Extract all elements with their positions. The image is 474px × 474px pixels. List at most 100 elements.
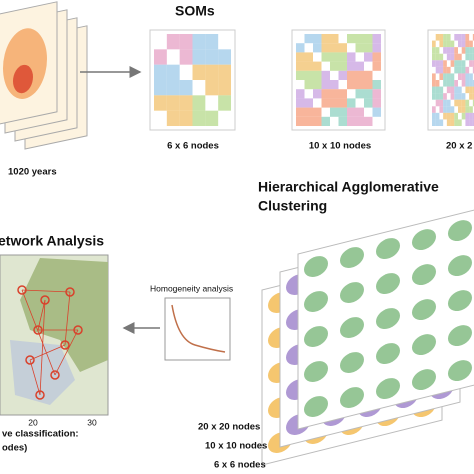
som-cell xyxy=(296,89,305,99)
som-cell xyxy=(338,89,347,99)
som-cell xyxy=(355,43,364,53)
edge xyxy=(29,344,66,361)
som-cell xyxy=(432,93,436,100)
som-cell xyxy=(364,70,373,80)
som-cell xyxy=(296,61,305,71)
som-cell xyxy=(454,119,458,126)
som-cell xyxy=(435,112,440,120)
node xyxy=(17,285,27,295)
curve xyxy=(171,304,226,353)
som-cell xyxy=(435,60,440,67)
edge xyxy=(21,289,71,293)
som-cell xyxy=(450,80,455,87)
cluster-map xyxy=(376,238,400,259)
som-cell xyxy=(372,43,381,53)
som-cell xyxy=(321,34,330,44)
som-cell xyxy=(179,80,193,96)
som-cell xyxy=(450,73,455,80)
som-cell xyxy=(469,119,473,126)
som-cell xyxy=(364,43,373,53)
som-cell xyxy=(465,47,470,54)
som-cell xyxy=(372,107,381,117)
som-cell xyxy=(461,40,466,48)
som-cell xyxy=(372,52,381,62)
soms-title: SOMs xyxy=(175,3,215,19)
som-cell xyxy=(458,119,462,126)
caption: 1020 years xyxy=(8,167,57,178)
som-cell xyxy=(446,73,451,80)
som-cell xyxy=(458,99,462,107)
node xyxy=(40,295,50,305)
som-cell xyxy=(330,80,339,90)
node xyxy=(65,287,75,297)
som-cell xyxy=(154,49,167,65)
som-cell xyxy=(347,34,356,44)
som-cell xyxy=(469,86,473,94)
som-cell xyxy=(443,34,447,41)
cluster-map xyxy=(340,247,364,268)
som-cell xyxy=(446,106,451,113)
som-cell xyxy=(472,47,474,54)
map-sheet xyxy=(0,1,58,126)
clustering-title: Hierarchical Agglomerative xyxy=(258,179,439,195)
som-cell xyxy=(458,66,462,74)
som-cell xyxy=(446,53,451,61)
som-cell xyxy=(205,64,219,80)
node xyxy=(73,325,83,335)
som-cell xyxy=(355,89,364,99)
som-cell xyxy=(218,49,231,65)
som-cell xyxy=(321,52,330,62)
som-cell xyxy=(435,47,440,54)
cluster-label: 20 x 20 nodes xyxy=(198,422,260,433)
som-cell xyxy=(218,95,231,111)
som-cell xyxy=(461,99,466,107)
som-cell xyxy=(338,43,347,53)
som-cell xyxy=(439,60,444,67)
som-cell xyxy=(458,86,462,94)
cluster-map xyxy=(412,369,436,391)
som-cell xyxy=(192,95,206,111)
node xyxy=(35,390,45,400)
cluster-map xyxy=(376,343,400,364)
som-cell xyxy=(465,40,470,48)
som-cell xyxy=(321,116,330,126)
node xyxy=(50,370,60,380)
node xyxy=(33,325,43,335)
som-cell xyxy=(458,106,462,113)
som-cell xyxy=(465,34,470,41)
som-cell xyxy=(372,89,381,99)
som-cell xyxy=(218,80,231,96)
som-cell xyxy=(192,49,206,65)
som-cell xyxy=(450,112,455,120)
som-cell xyxy=(472,34,474,41)
cluster-map xyxy=(340,387,364,408)
som-cell xyxy=(205,34,219,50)
cluster-map xyxy=(304,361,328,382)
som-label: 10 x 10 nodes xyxy=(309,141,371,152)
som-cell xyxy=(313,80,322,90)
som-cell xyxy=(205,80,219,96)
heat xyxy=(13,64,33,94)
som-cell xyxy=(330,98,339,108)
som-cell xyxy=(454,80,458,87)
som-cell xyxy=(435,53,440,61)
som-cell xyxy=(330,89,339,99)
som-cell xyxy=(446,99,451,107)
som-cell xyxy=(296,116,305,126)
som-cell xyxy=(446,66,451,74)
som-cell xyxy=(450,93,455,100)
som-cell xyxy=(469,106,473,113)
som-cell xyxy=(435,80,440,87)
som-cell xyxy=(446,112,451,120)
som-cell xyxy=(179,95,193,111)
cluster-map xyxy=(448,360,472,382)
som-cell xyxy=(338,98,347,108)
som-cell xyxy=(465,73,470,80)
som-cell xyxy=(465,112,470,120)
edge xyxy=(64,291,71,346)
som-cell xyxy=(192,34,206,50)
som-cell xyxy=(454,86,458,94)
som-cell xyxy=(338,61,347,71)
som-cell xyxy=(446,119,451,126)
som-cell xyxy=(450,40,455,48)
